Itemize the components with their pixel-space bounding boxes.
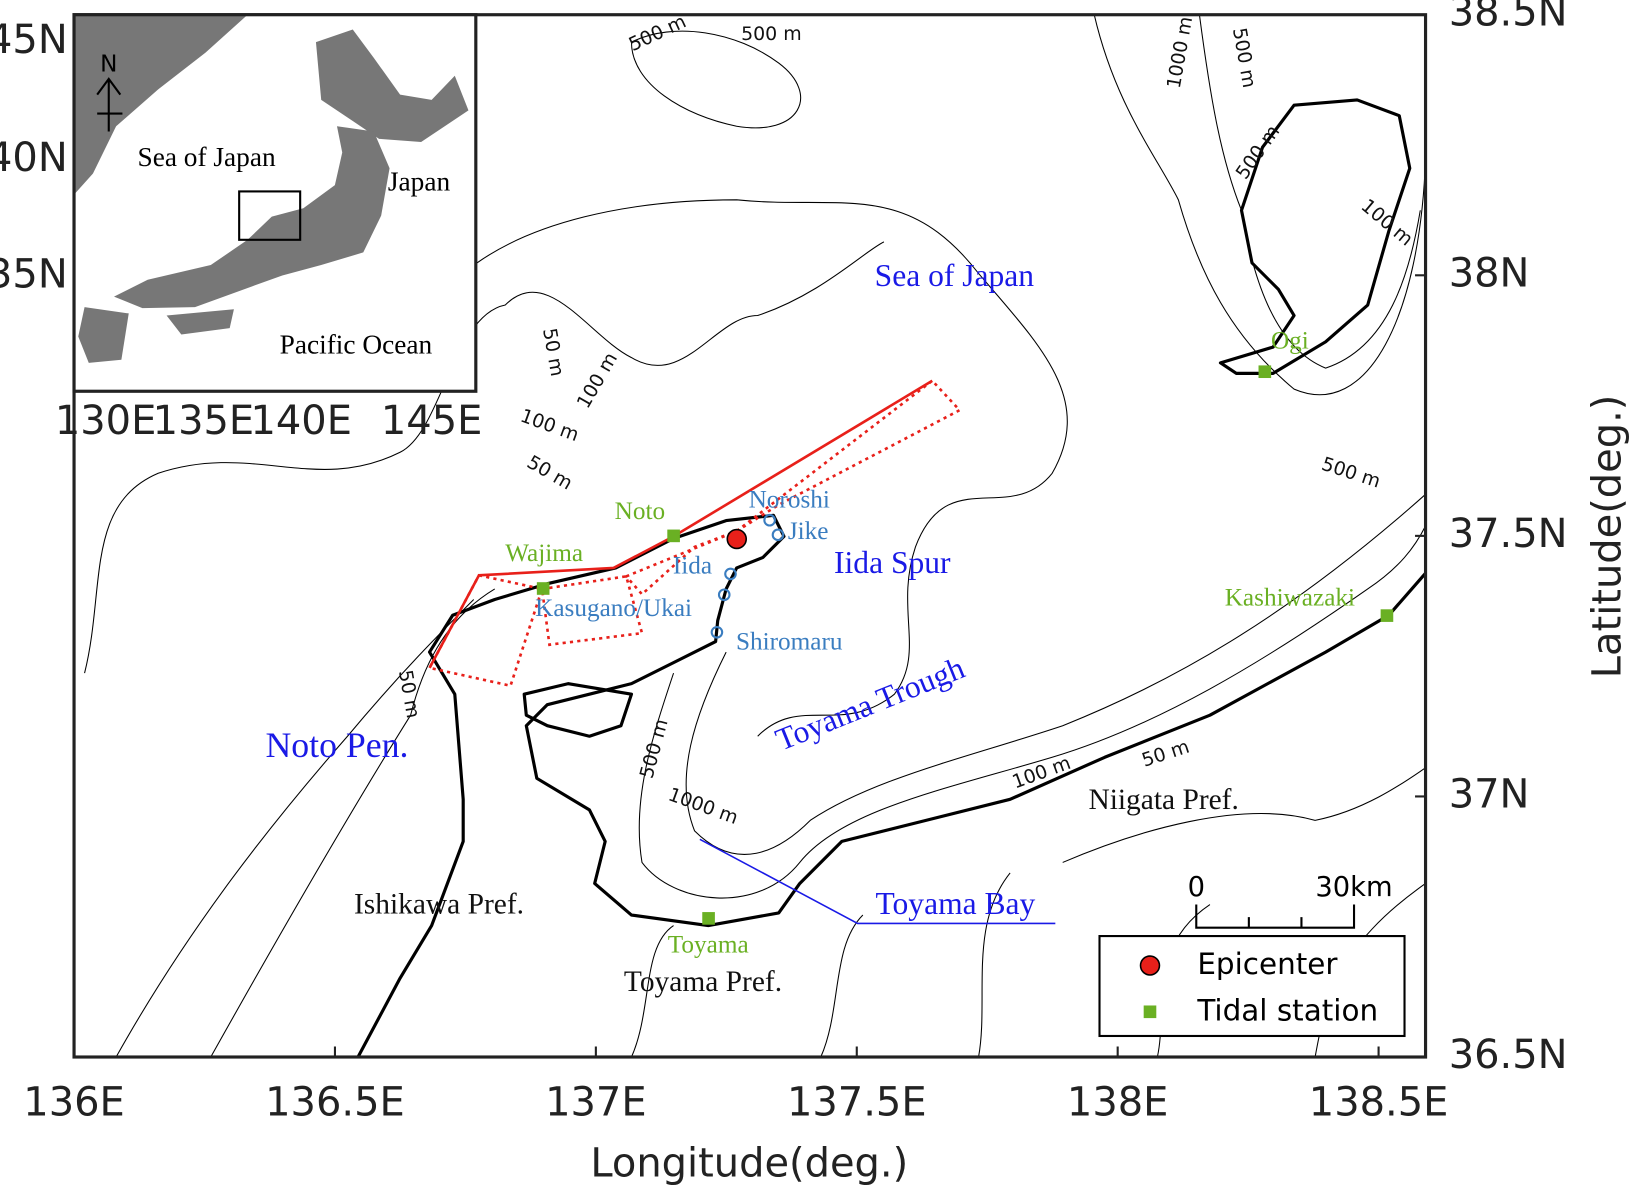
contour bbox=[115, 599, 475, 1058]
tidal-station bbox=[1380, 609, 1394, 622]
point-label: Iida bbox=[673, 553, 712, 580]
scale-bar: 0 30km bbox=[1188, 872, 1393, 929]
land bbox=[166, 309, 234, 335]
station-labels: Noto Wajima Toyama Ogi Kashiwazaki Noros… bbox=[505, 328, 1355, 959]
contour bbox=[1093, 14, 1427, 396]
inset-x-tick-label: 145E bbox=[381, 398, 483, 444]
x-tick-label: 137.5E bbox=[787, 1079, 927, 1125]
legend: Epicenter Tidal station bbox=[1098, 935, 1406, 1038]
point-label: Noroshi bbox=[749, 486, 830, 513]
station-label: Toyama bbox=[668, 931, 749, 958]
x-tick-label: 138E bbox=[1067, 1079, 1169, 1125]
region-label: Niigata Pref. bbox=[1088, 784, 1238, 816]
compass-label: N bbox=[100, 52, 117, 78]
legend-symbol bbox=[1139, 955, 1161, 976]
region-label: Toyama Bay bbox=[875, 886, 1035, 921]
inset-frame bbox=[72, 13, 478, 393]
legend-label: Epicenter bbox=[1197, 947, 1338, 981]
scale-line bbox=[1195, 904, 1356, 929]
contour bbox=[685, 493, 1426, 855]
tidal-station bbox=[536, 582, 550, 595]
point-label: Kasugano/Ukai bbox=[535, 595, 692, 622]
land bbox=[114, 126, 390, 309]
y-tick-label: 38N bbox=[1449, 250, 1530, 296]
marks bbox=[536, 365, 1394, 925]
inset-x-tick-label: 130E bbox=[55, 398, 157, 444]
legend-box bbox=[1098, 935, 1406, 1038]
land bbox=[78, 307, 129, 363]
contour bbox=[210, 588, 496, 1058]
region-label: Sea of Japan bbox=[875, 258, 1035, 293]
contour bbox=[84, 241, 885, 674]
region-label: Iida Spur bbox=[834, 545, 951, 580]
y-tick-label: 37N bbox=[1449, 771, 1530, 817]
north-arrow bbox=[96, 77, 123, 132]
station-label: Ogi bbox=[1271, 328, 1309, 355]
inset-label: Sea of Japan bbox=[138, 142, 276, 172]
inset-y-tick-label: 45N bbox=[0, 17, 68, 63]
inset-y-tick-label: 40N bbox=[0, 135, 68, 181]
contour bbox=[462, 199, 1068, 737]
station-label: Wajima bbox=[505, 540, 583, 567]
station-label: Noto bbox=[615, 498, 665, 525]
contour bbox=[1198, 14, 1421, 369]
contour bbox=[630, 30, 801, 129]
fault-model bbox=[427, 378, 962, 688]
region-label: Toyama Pref. bbox=[624, 966, 782, 998]
study-area-box bbox=[238, 190, 302, 241]
contour bbox=[638, 525, 1427, 899]
island bbox=[1218, 98, 1412, 375]
inset-label: Japan bbox=[388, 166, 451, 196]
contour-label: 500 m bbox=[741, 23, 802, 45]
x-tick-label: 136E bbox=[23, 1079, 125, 1125]
point-label: Jike bbox=[788, 518, 829, 545]
x-tick-label: 136.5E bbox=[265, 1079, 405, 1125]
scale-label: 0 bbox=[1188, 872, 1205, 903]
legend-symbol bbox=[1143, 1005, 1157, 1019]
point-label: Shiromaru bbox=[736, 628, 843, 655]
observation-point bbox=[717, 588, 731, 602]
inset-label: Pacific Ocean bbox=[280, 329, 433, 359]
station-label: Kashiwazaki bbox=[1225, 584, 1355, 611]
tidal-station bbox=[702, 912, 715, 925]
observation-point bbox=[724, 567, 737, 581]
region-label: Noto Pen. bbox=[265, 725, 408, 765]
region-label: Ishikawa Pref. bbox=[354, 888, 524, 920]
epicenter bbox=[726, 528, 748, 550]
tidal-station bbox=[1258, 365, 1272, 379]
land bbox=[74, 14, 248, 195]
observation-point bbox=[710, 625, 724, 639]
x-axis-title: Longitude(deg.) bbox=[590, 1140, 908, 1186]
inset-x-tick-label: 140E bbox=[250, 398, 352, 444]
y-tick-label: 37.5N bbox=[1449, 511, 1568, 557]
land bbox=[315, 29, 469, 142]
x-tick-label: 138.5E bbox=[1309, 1079, 1449, 1125]
y-tick-label: 38.5N bbox=[1449, 0, 1568, 36]
scale-label: 30km bbox=[1315, 872, 1392, 903]
tidal-station bbox=[667, 529, 680, 543]
y-axis-title: Latitude(deg.) bbox=[1585, 395, 1631, 679]
inset-x-tick-label: 135E bbox=[153, 398, 255, 444]
coastline bbox=[356, 513, 1427, 1058]
y-tick-label: 36.5N bbox=[1449, 1032, 1568, 1078]
island bbox=[522, 682, 634, 738]
coastlines bbox=[356, 98, 1427, 1058]
x-tick-label: 137E bbox=[545, 1079, 647, 1125]
leader-line bbox=[699, 838, 1056, 925]
inset: N Sea of Japan Japan Pacific Ocean 130E … bbox=[0, 13, 483, 444]
inset-y-tick-label: 35N bbox=[0, 252, 68, 298]
observation-point bbox=[763, 513, 776, 527]
legend-label: Tidal station bbox=[1196, 993, 1378, 1027]
observation-point bbox=[771, 528, 785, 542]
